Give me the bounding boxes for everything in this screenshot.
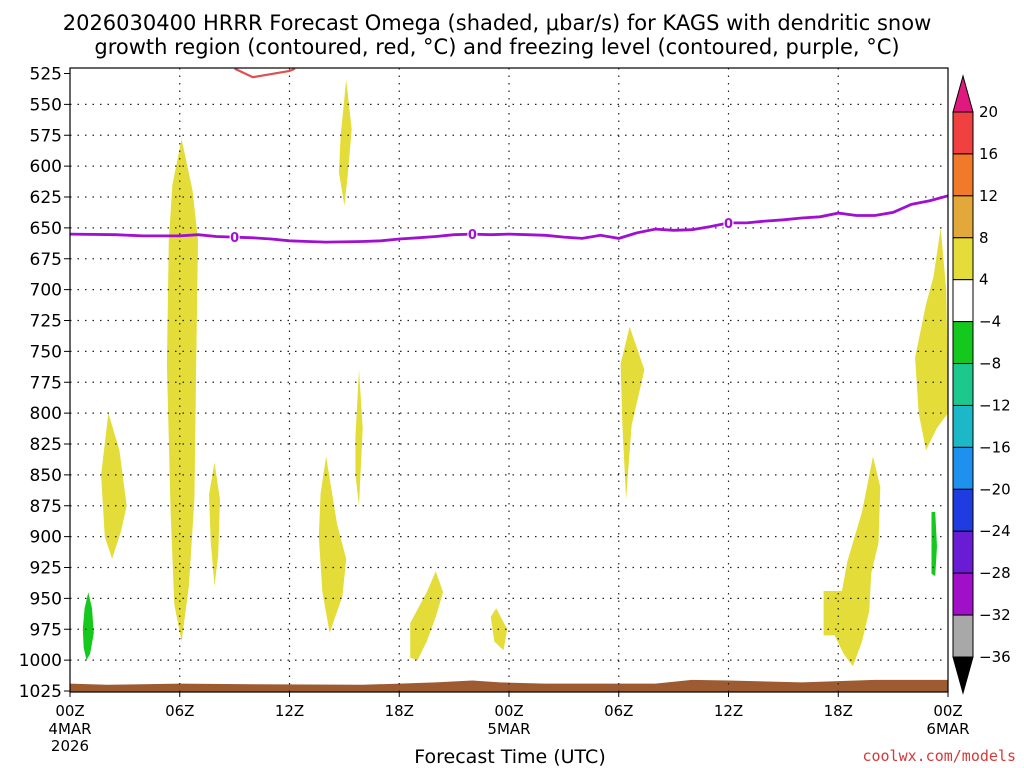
ytick-label-600: 600 [30,157,62,177]
ytick-label-525: 525 [30,65,62,85]
colorbar-swatch-1 [952,111,974,155]
xtick-sublabel-0-0: 4MAR [48,720,91,738]
freezing-label-bg-3 [723,215,734,230]
colorbar-label-4: 4 [979,271,989,289]
xtick-label-2: 12Z [275,702,304,720]
title-line-1: 2026030400 HRRR Forecast Omega (shaded, … [63,11,932,35]
freezing-level-line [70,194,948,244]
colorbar-swatch-8 [952,404,974,448]
title-line-2: growth region (contoured, red, °C) and f… [94,35,899,59]
xtick-label-0: 00Z [55,702,84,720]
xtick-sublabel-8-0: 6MAR [926,720,969,738]
xtick-label-3: 18Z [385,702,414,720]
colorbar-top-arrow [952,74,974,113]
credit-text: coolwx.com/models [862,747,1016,765]
xtick-sublabel-4-0: 5MAR [487,720,530,738]
omega-region-3 [209,462,220,586]
ytick-label-725: 725 [30,312,62,332]
ytick-label-700: 700 [30,281,62,301]
omega-region-7 [410,571,444,661]
plot-area: 0 0 0 [70,68,948,692]
omega-region-10 [915,227,948,451]
colorbar-swatch-9 [952,446,974,490]
omega-region-2 [166,139,198,642]
colorbar-label-1: 16 [979,145,998,163]
colorbar: 20 16 12 8 4 −4 −8 −12 −16 −20 −24 −28 −32 −36 [952,74,1011,695]
xtick-label-4: 00Z [494,702,523,720]
xtick-label-6: 12Z [714,702,743,720]
ytick-label-625: 625 [30,188,62,208]
colorbar-swatch-4 [952,237,974,281]
freezing-label-bg-2 [467,227,478,242]
xtick-label-7: 18Z [824,702,853,720]
xtick-sublabel-0-1: 2026 [51,737,89,755]
colorbar-label-9: −20 [979,480,1011,498]
freezing-level-label-2: 0 [468,228,477,243]
omega-region-12 [82,592,94,661]
freezing-level-label-3: 0 [724,217,733,232]
ytick-label-825: 825 [30,435,62,455]
colorbar-label-13: −36 [979,648,1011,666]
colorbar-swatch-11 [952,530,974,574]
terrain-surface [70,679,948,692]
ytick-label-950: 950 [30,589,62,609]
colorbar-label-5: −4 [979,313,1001,331]
ytick-label-675: 675 [30,250,62,270]
omega-region-11 [823,456,881,667]
ytick-label-575: 575 [30,126,62,146]
ytick-label-800: 800 [30,404,62,424]
colorbar-swatch-3 [952,195,974,239]
omega-region-6 [318,456,347,633]
ytick-label-850: 850 [30,466,62,486]
colorbar-swatch-6 [952,321,974,365]
dgz-contour-line [234,68,296,79]
ytick-label-875: 875 [30,497,62,517]
colorbar-swatch-13 [952,614,974,658]
ytick-label-900: 900 [30,528,62,548]
colorbar-label-6: −8 [979,355,1001,373]
colorbar-label-7: −12 [979,396,1011,414]
colorbar-swatch-5 [952,279,974,323]
omega-region-5 [355,369,363,506]
ytick-label-550: 550 [30,95,62,115]
colorbar-label-2: 12 [979,187,998,205]
colorbar-swatch-12 [952,572,974,616]
colorbar-label-3: 8 [979,229,989,247]
xtick-label-5: 06Z [604,702,633,720]
omega-region-4 [338,79,352,206]
colorbar-bottom-arrow [952,656,974,695]
colorbar-swatch-7 [952,363,974,406]
xtick-label-8: 00Z [933,702,962,720]
ytick-label-975: 975 [30,620,62,640]
xtick-label-1: 06Z [165,702,194,720]
ytick-label-925: 925 [30,559,62,579]
ytick-label-1000: 1000 [19,651,62,671]
colorbar-swatch-10 [952,488,974,532]
colorbar-label-10: −24 [979,522,1011,540]
axes: 525 550 575 600 625 650 675 700 725 750 775 800 825 8… [19,65,970,756]
colorbar-label-12: −32 [979,606,1011,624]
colorbar-label-11: −28 [979,564,1011,582]
omega-region-13 [931,511,937,577]
chart-title: 2026030400 HRRR Forecast Omega (shaded, … [63,11,932,59]
ytick-label-650: 650 [30,219,62,239]
ytick-label-750: 750 [30,342,62,362]
colorbar-label-0: 20 [979,103,998,121]
x-axis-label: Forecast Time (UTC) [414,746,605,768]
freezing-level-label-1: 0 [230,231,239,246]
plot-inner: 0 0 0 [70,68,948,692]
omega-region-1 [101,413,127,559]
colorbar-swatch-2 [952,153,974,197]
plot-frame [69,67,949,693]
ytick-label-1025: 1025 [19,682,62,702]
freezing-label-bg-1 [229,230,240,245]
colorbar-label-8: −16 [979,438,1011,456]
ytick-label-775: 775 [30,373,62,393]
